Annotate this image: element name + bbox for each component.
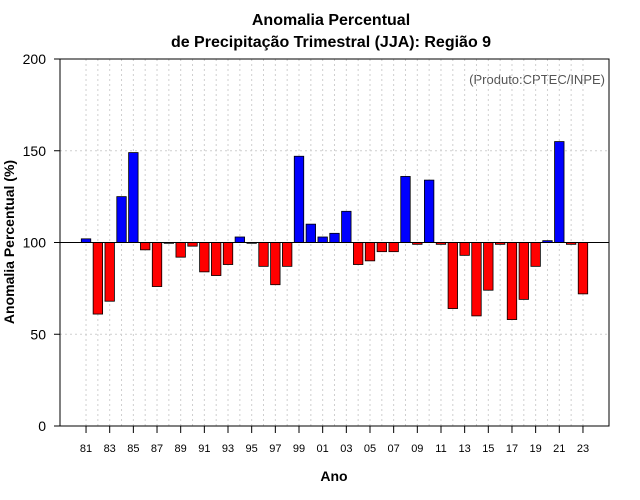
bar-13 — [459, 242, 470, 256]
x-tick-label: 89 — [175, 443, 187, 455]
y-tick-label: 0 — [38, 418, 46, 434]
bar-91 — [199, 242, 210, 273]
x-tick-label: 95 — [246, 443, 258, 455]
y-tick-label: 100 — [23, 235, 47, 251]
x-tick-label: 19 — [530, 443, 542, 455]
bar-93 — [222, 242, 234, 265]
bar-02 — [329, 232, 340, 243]
bar-15 — [483, 242, 494, 291]
bar-01 — [317, 236, 328, 243]
bar-82 — [92, 242, 103, 315]
x-tick-label: 13 — [459, 443, 471, 455]
bar-97 — [270, 242, 281, 286]
bar-89 — [175, 242, 186, 258]
bar-99 — [293, 155, 305, 243]
x-tick-label: 15 — [482, 443, 494, 455]
x-tick-label: 03 — [340, 443, 352, 455]
bar-06 — [376, 242, 387, 253]
bar-17 — [506, 242, 518, 320]
y-tick-label: 50 — [30, 326, 46, 342]
x-tick-label: 11 — [435, 443, 446, 455]
bar-98 — [282, 242, 293, 267]
x-tick-label: 23 — [577, 443, 589, 455]
x-tick-label: 07 — [388, 443, 400, 455]
x-tick-label: 05 — [364, 443, 376, 455]
bar-81 — [80, 238, 92, 243]
x-axis-title: Ano — [320, 468, 347, 484]
bar-21 — [554, 141, 565, 243]
bar-00 — [305, 223, 316, 243]
bar-94 — [234, 236, 245, 243]
axes-layer: 0 50 100 150 200 81 83 85 87 89 91 93 95 97 99 01 03 05 07… — [23, 51, 610, 455]
bar-92 — [211, 242, 222, 276]
bars-layer — [80, 141, 589, 320]
bar-18 — [518, 242, 529, 300]
y-tick-label: 200 — [23, 51, 47, 67]
x-tick-label: 09 — [411, 443, 423, 455]
bar-84 — [116, 196, 127, 243]
bar-96 — [258, 242, 269, 267]
x-tick-label: 83 — [104, 443, 116, 455]
x-tick-label: 01 — [317, 443, 329, 455]
bar-07 — [388, 242, 399, 253]
bar-05 — [364, 242, 376, 262]
x-tick-label: 87 — [151, 443, 163, 455]
bar-04 — [353, 242, 364, 265]
bar-23 — [577, 242, 589, 295]
x-tick-label: 97 — [269, 443, 281, 455]
x-tick-label: 93 — [222, 443, 234, 455]
credit-text: (Produto:CPTEC/INPE) — [469, 72, 605, 87]
bar-85 — [128, 152, 139, 243]
x-tick-label: 21 — [553, 443, 565, 455]
bar-12 — [447, 242, 458, 309]
bar-87 — [151, 242, 163, 287]
bar-86 — [140, 242, 151, 251]
bar-90 — [187, 242, 198, 247]
bar-83 — [104, 242, 115, 302]
bar-10 — [424, 179, 435, 243]
x-tick-label: 85 — [127, 443, 139, 455]
x-tick-label: 81 — [80, 443, 92, 455]
bar-08 — [400, 176, 411, 243]
y-tick-label: 150 — [23, 143, 47, 159]
x-tick-label: 17 — [506, 443, 518, 455]
chart-title-line-1: Anomalia Percentual — [252, 12, 410, 29]
x-tick-label: 99 — [293, 443, 305, 455]
x-tick-label: 91 — [198, 443, 210, 455]
chart-title-line-2: de Precipitação Trimestral (JJA): Região… — [171, 34, 491, 51]
bar-19 — [530, 242, 541, 267]
y-axis-title: Anomalia Percentual (%) — [1, 160, 17, 324]
bar-14 — [471, 242, 482, 317]
bar-03 — [341, 210, 352, 243]
